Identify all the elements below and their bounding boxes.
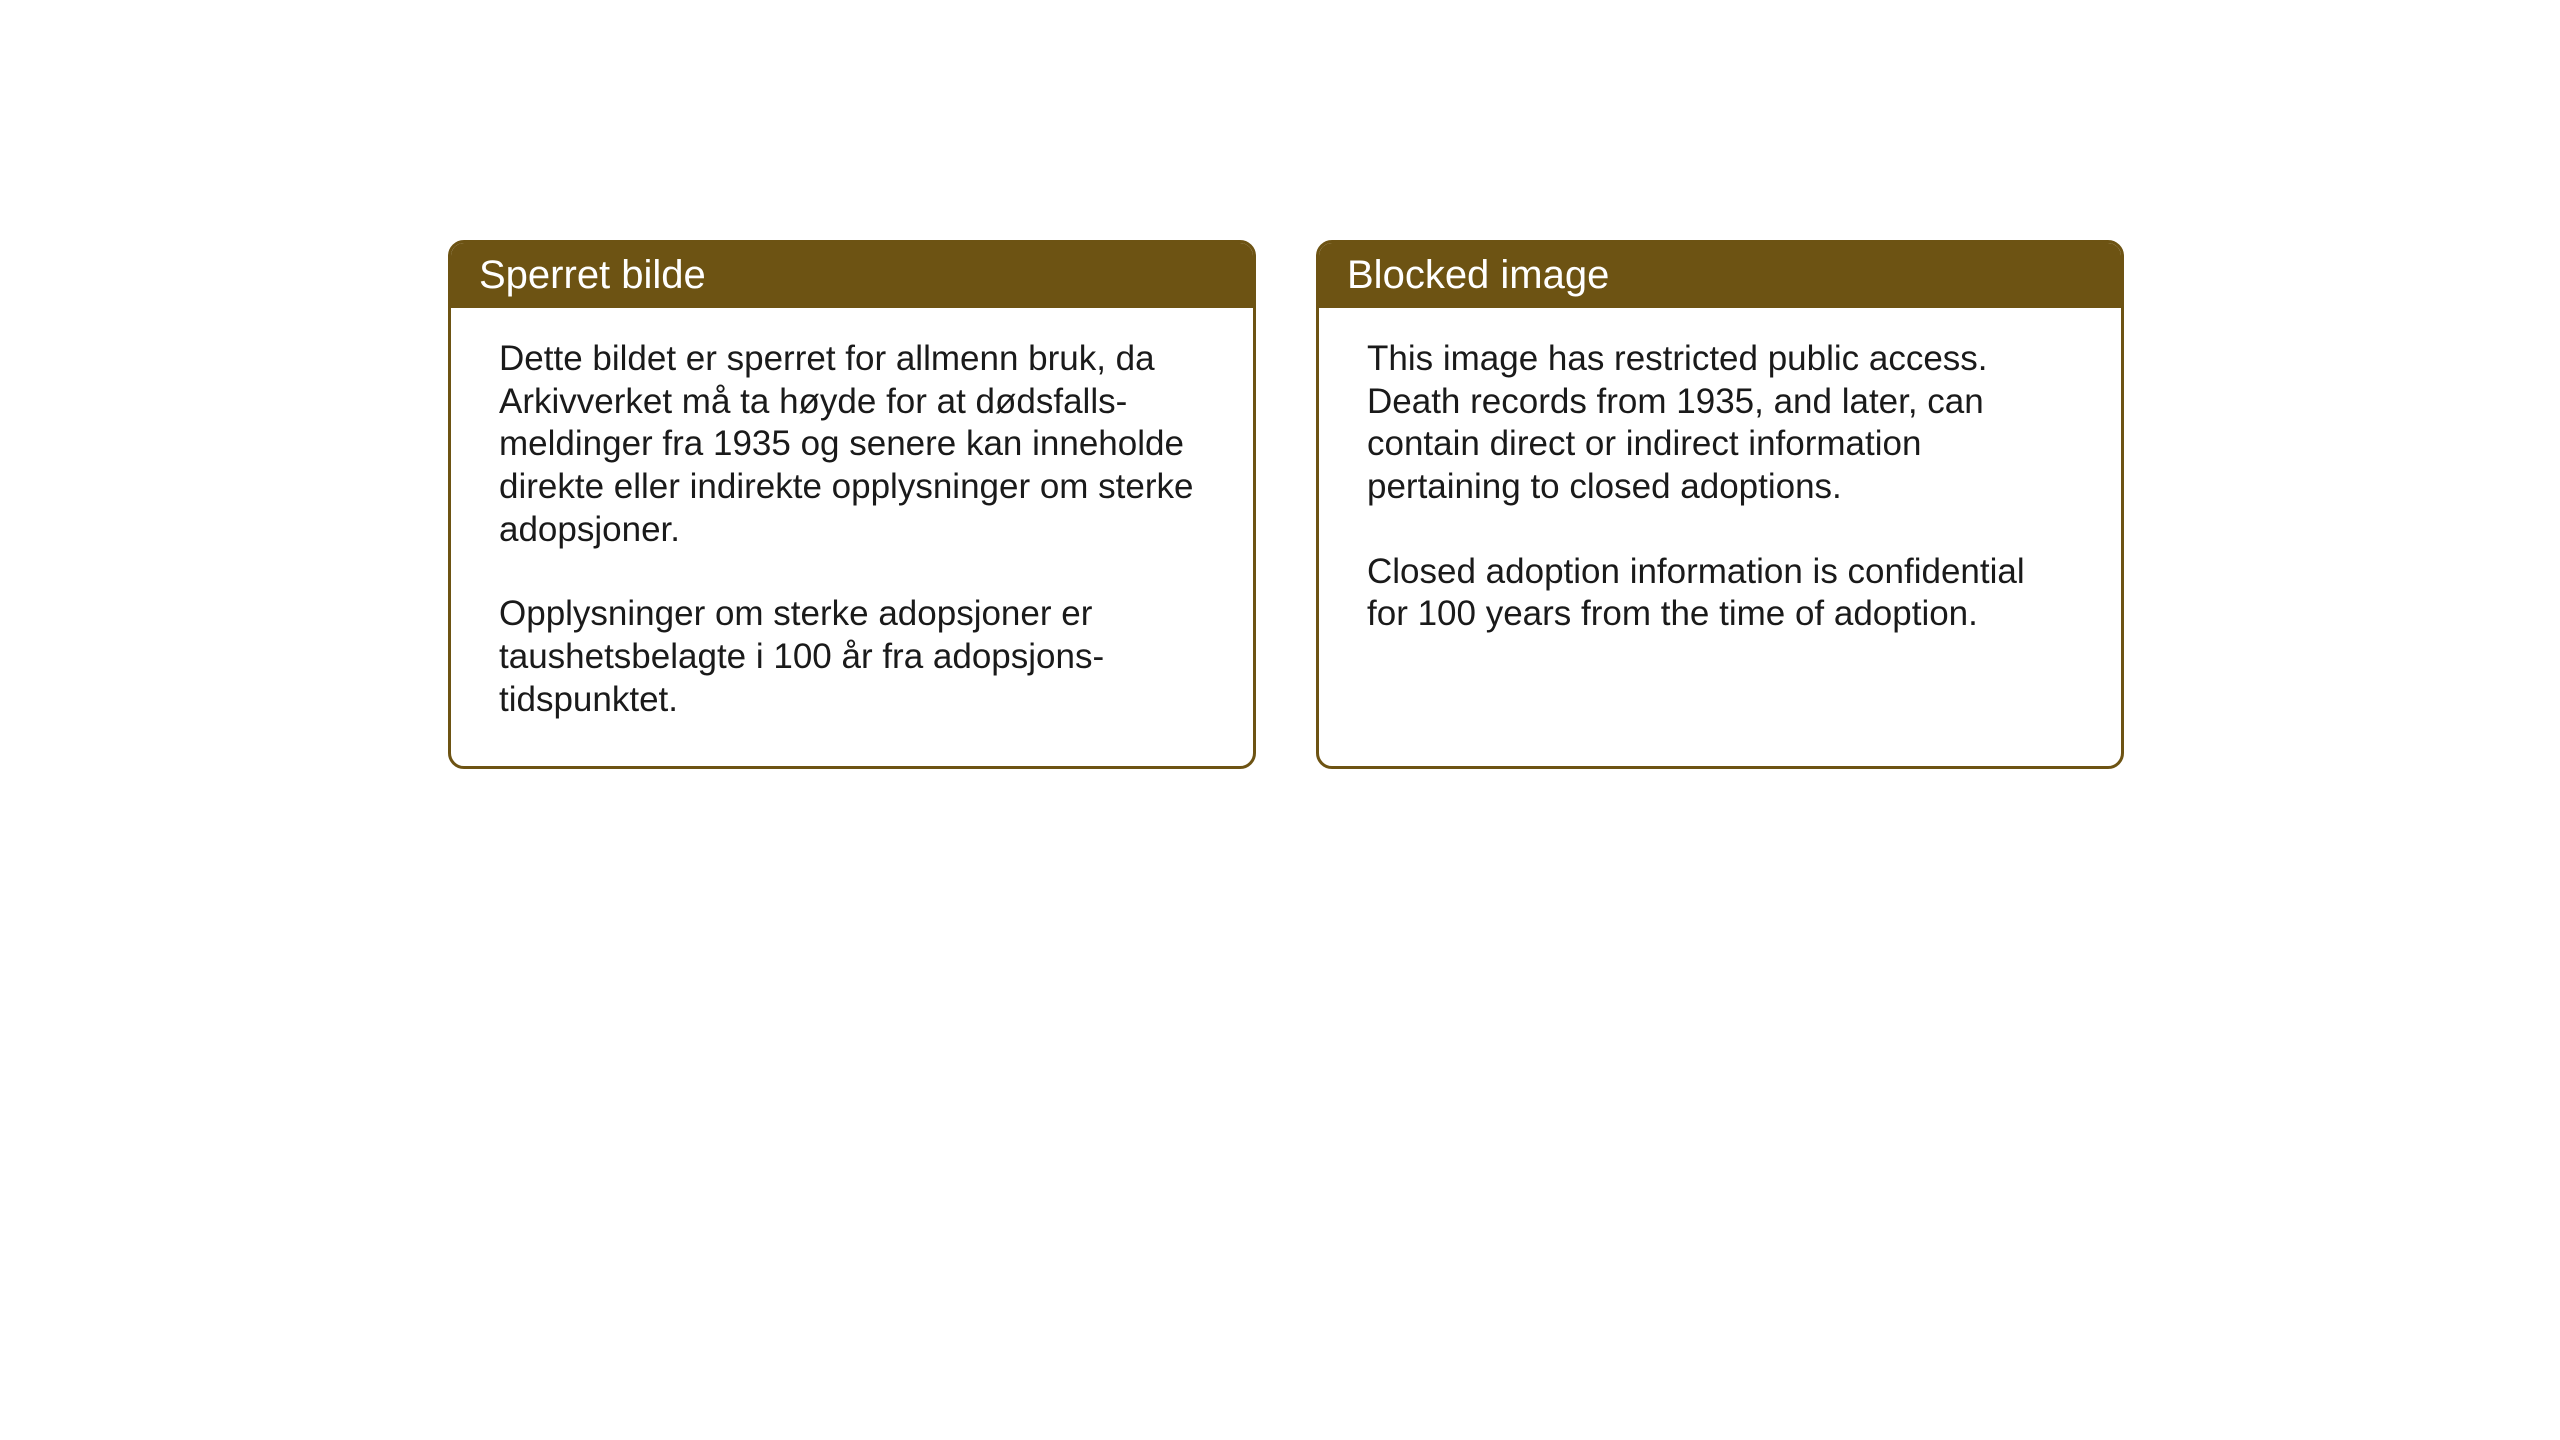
- card-paragraph: Dette bildet er sperret for allmenn bruk…: [499, 338, 1205, 551]
- card-paragraph: Closed adoption information is confident…: [1367, 551, 2073, 636]
- card-title: Blocked image: [1347, 253, 1609, 297]
- card-body-norwegian: Dette bildet er sperret for allmenn bruk…: [451, 308, 1253, 766]
- card-header-english: Blocked image: [1319, 243, 2121, 308]
- notice-cards-container: Sperret bilde Dette bildet er sperret fo…: [448, 240, 2124, 769]
- card-body-english: This image has restricted public access.…: [1319, 308, 2121, 680]
- card-paragraph: Opplysninger om sterke adopsjoner er tau…: [499, 593, 1205, 721]
- card-header-norwegian: Sperret bilde: [451, 243, 1253, 308]
- card-paragraph: This image has restricted public access.…: [1367, 338, 2073, 509]
- card-title: Sperret bilde: [479, 253, 706, 297]
- notice-card-english: Blocked image This image has restricted …: [1316, 240, 2124, 769]
- notice-card-norwegian: Sperret bilde Dette bildet er sperret fo…: [448, 240, 1256, 769]
